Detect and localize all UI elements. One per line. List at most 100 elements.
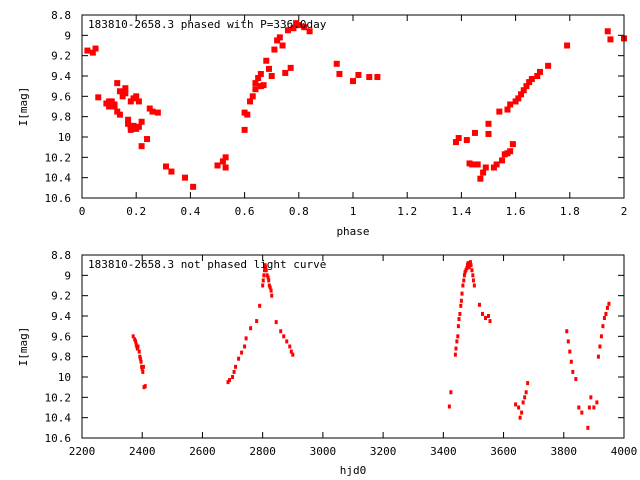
data-point [125,116,132,123]
data-point [545,62,552,69]
phased-y-tick-label: 10.2 [45,151,72,164]
unphased-y-tick-label: 9.4 [51,310,71,323]
data-point [452,139,459,146]
unphased-y-tick-label: 9 [64,269,71,282]
data-point [456,324,460,329]
unphased-x-tick-label: 3400 [430,445,457,458]
unphased-ticks [81,254,625,439]
data-point [274,37,281,44]
unphased-x-tick-label: 3800 [551,445,578,458]
data-point [592,405,596,410]
data-point [468,260,472,265]
data-point [265,65,272,72]
data-point [485,120,492,127]
data-point [493,161,500,168]
data-point [261,278,265,283]
data-point [264,268,268,273]
data-point [271,46,278,53]
data-point [243,344,247,349]
data-point [536,68,543,75]
data-point [249,93,256,100]
data-point [574,377,578,382]
data-point [477,175,484,182]
phased-y-tick-label: 9.2 [51,50,71,63]
data-point [255,75,262,82]
data-point [517,405,521,410]
unphased-x-tick-label: 3600 [490,445,517,458]
data-point [267,283,271,288]
unphased-chart-title: 183810-2658.3 not phased light curve [88,258,326,271]
data-point [457,317,461,322]
data-point [598,344,602,349]
unphased-x-tick-label: 2800 [249,445,276,458]
data-point [607,301,611,306]
unphased-y-tick-label: 10 [58,371,71,384]
unphased-x-axis-label: hjd0 [340,464,367,477]
data-point [138,356,142,361]
data-point [605,305,609,310]
phased-y-tick-label: 10.6 [45,192,72,205]
data-point [507,101,514,108]
data-point [480,169,487,176]
data-point [95,94,102,101]
unphased-y-tick-label: 9.6 [51,330,71,343]
data-point [366,74,373,81]
data-point [520,87,527,94]
phased-plot-frame [81,14,625,199]
data-point [134,342,138,347]
data-point [601,324,605,329]
data-point [518,415,522,420]
data-point [231,375,235,379]
unphased-x-tick-labels: 2200 2400 2600 2800 3000 3200 3400 3600 3800 4000 [69,445,638,458]
data-point [289,349,293,354]
data-point [523,395,527,400]
data-point [523,83,530,90]
data-point [514,402,518,407]
data-point [306,28,313,35]
data-point [568,349,572,354]
data-point [602,316,606,321]
data-point [114,108,121,115]
data-point [599,334,603,339]
data-point [509,141,516,148]
data-point [477,302,481,307]
data-point [244,336,248,341]
data-point [480,311,484,316]
data-point [465,266,469,271]
data-point [140,364,144,369]
data-point [122,90,129,97]
data-point [463,137,470,144]
data-point [526,381,530,386]
data-point [587,405,591,410]
phased-x-tick-label: 0.2 [126,205,146,218]
data-point [301,24,308,31]
phased-x-tick-labels: 0 0.2 0.4 0.6 0.8 1 1.2 1.4 1.6 1.8 2 [79,205,628,218]
data-point [222,164,229,171]
unphased-x-tick-label: 2200 [69,445,96,458]
data-point [252,80,259,87]
phased-light-curve-chart: 0 0.2 0.4 0.6 0.8 1 1.2 1.4 1.6 1.8 2 8.8 9 9.2 9.4 9.… [17,9,627,238]
data-point [136,344,140,349]
data-point [595,400,599,405]
data-point [111,103,118,110]
data-point [134,339,138,344]
data-point [125,120,132,127]
data-point [267,278,271,283]
data-point [374,74,381,81]
data-point [284,27,291,34]
data-point [264,265,268,270]
data-point [472,283,476,288]
unphased-x-tick-label: 2600 [189,445,216,458]
data-point [263,57,270,64]
data-point [521,400,525,405]
phased-x-tick-label: 0.4 [180,205,200,218]
phased-x-tick-label: 1 [350,205,357,218]
data-point [462,273,466,278]
data-point [282,69,289,76]
data-point [133,93,140,100]
data-point [454,346,458,351]
phased-y-tick-label: 9.4 [51,70,71,83]
data-point [144,136,151,143]
data-point [565,329,569,334]
phased-x-tick-label: 1.4 [451,205,471,218]
